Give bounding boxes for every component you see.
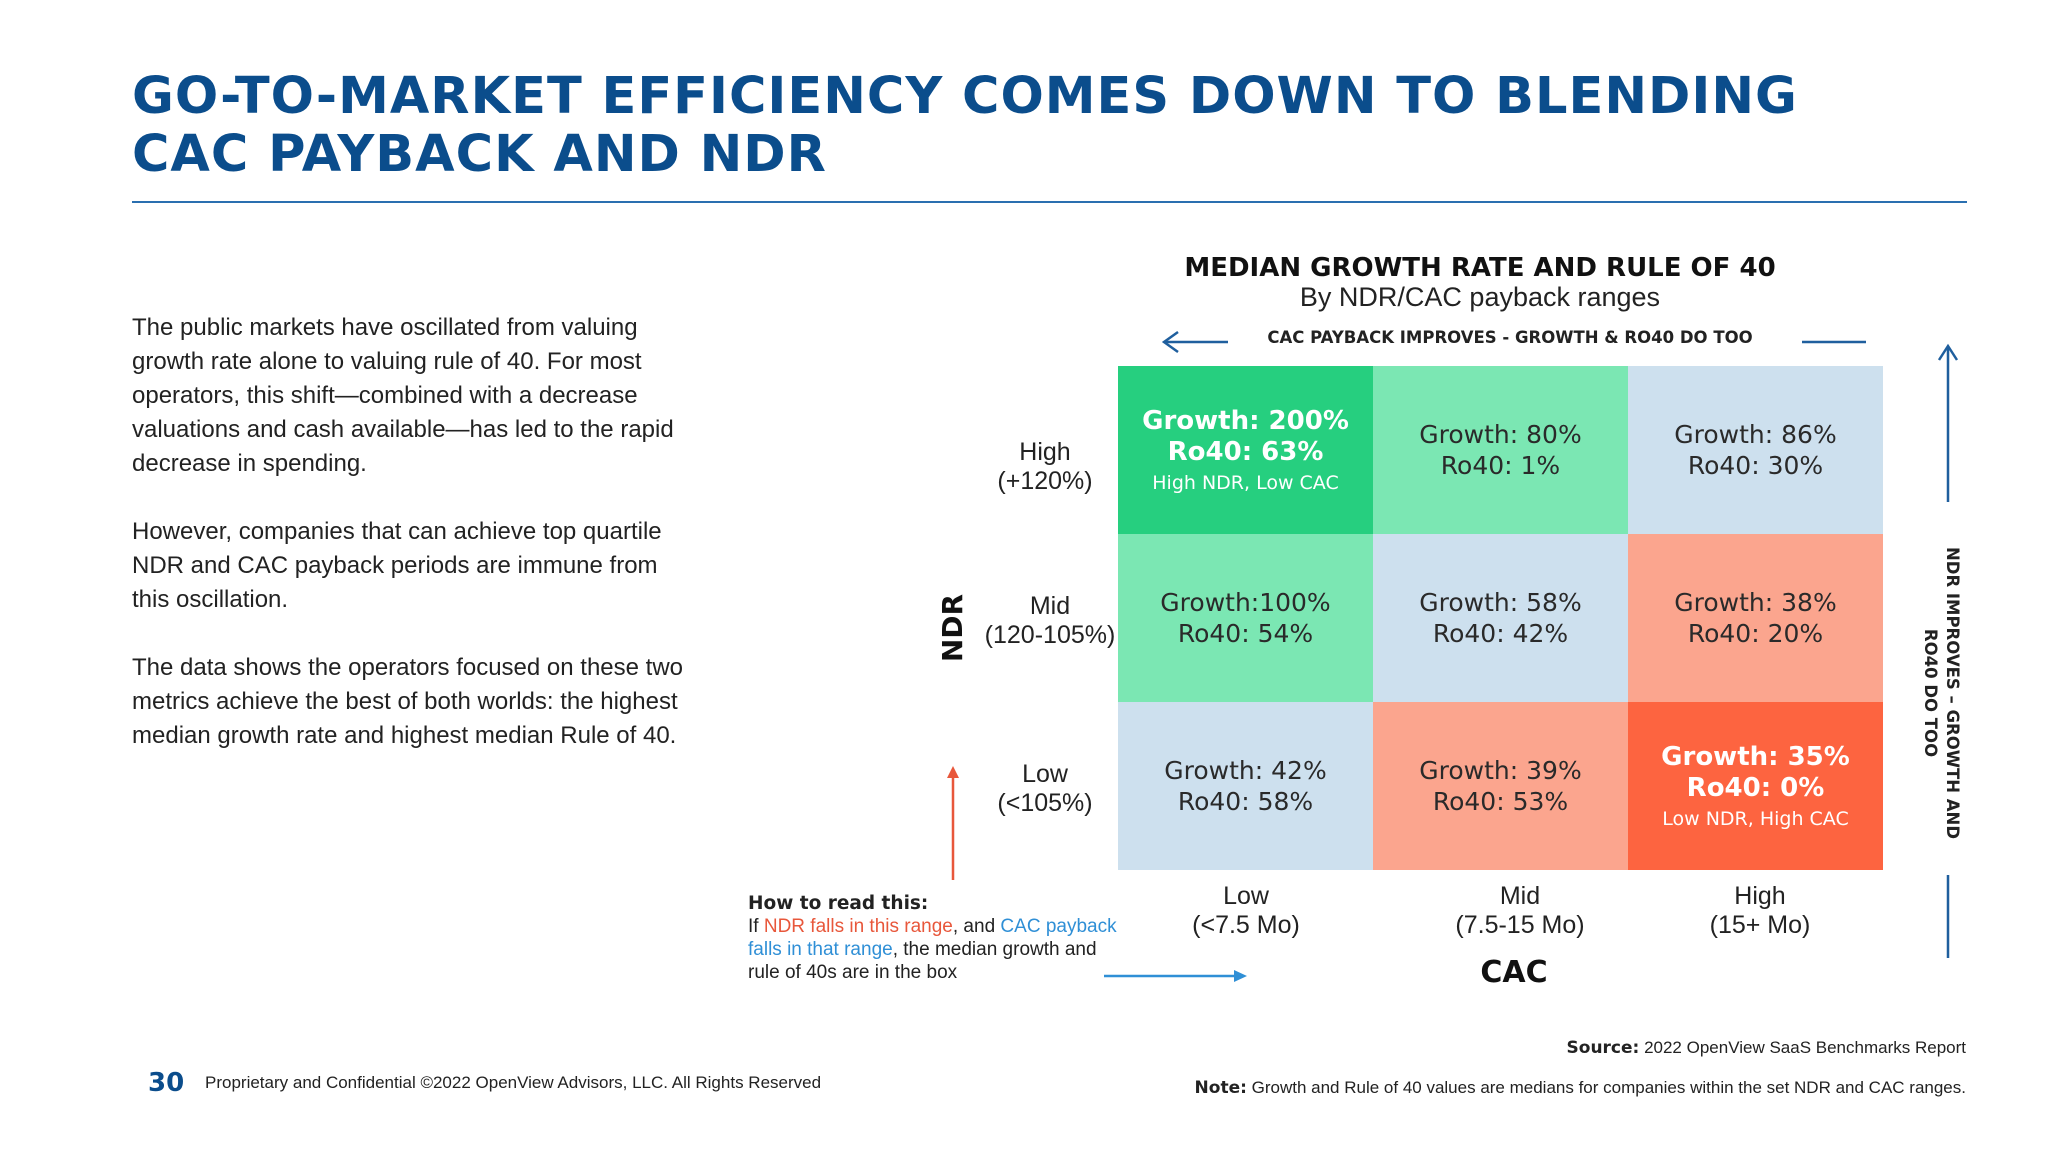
row-label-line2: (<105%) bbox=[997, 789, 1093, 817]
column-label-low: Low (<7.5 Mo) bbox=[1146, 882, 1346, 940]
title-divider bbox=[132, 201, 1967, 203]
ndr-axis-label: NDR bbox=[936, 593, 969, 663]
grid-cell-low-ndr-mid-cac: Growth: 39% Ro40: 53% bbox=[1373, 702, 1628, 870]
source-text: 2022 OpenView SaaS Benchmarks Report bbox=[1639, 1038, 1966, 1057]
cell-ro40: Ro40: 54% bbox=[1177, 619, 1314, 648]
row-label-low: Low (<105%) bbox=[975, 760, 1115, 818]
cell-growth: Growth:100% bbox=[1160, 588, 1331, 617]
note-label: Note: bbox=[1194, 1078, 1247, 1098]
how-to-read-text: If NDR falls in this range, and CAC payb… bbox=[748, 915, 1128, 984]
cell-ro40: Ro40: 1% bbox=[1440, 451, 1561, 480]
source-note: Source: 2022 OpenView SaaS Benchmarks Re… bbox=[1567, 1038, 1966, 1058]
page-title-line2: CAC PAYBACK AND NDR bbox=[132, 125, 827, 184]
grid-cell-high-ndr-mid-cac: Growth: 80% Ro40: 1% bbox=[1373, 366, 1628, 534]
footnote: Note: Growth and Rule of 40 values are m… bbox=[1195, 1078, 1966, 1098]
note-text: Growth and Rule of 40 values are medians… bbox=[1246, 1078, 1966, 1097]
grid-cell-low-ndr-high-cac: Growth: 35% Ro40: 0% Low NDR, High CAC bbox=[1628, 702, 1883, 870]
cell-note: Low NDR, High CAC bbox=[1662, 808, 1849, 830]
cell-ro40: Ro40: 30% bbox=[1687, 451, 1824, 480]
left-arrow-icon bbox=[1161, 330, 1228, 354]
grid-cell-low-ndr-low-cac: Growth: 42% Ro40: 58% bbox=[1118, 702, 1373, 870]
column-label-line1: Mid bbox=[1499, 882, 1541, 910]
cell-ro40: Ro40: 58% bbox=[1177, 787, 1314, 816]
chart-subtitle: By NDR/CAC payback ranges bbox=[1299, 282, 1661, 312]
grid-cell-high-ndr-high-cac: Growth: 86% Ro40: 30% bbox=[1628, 366, 1883, 534]
cell-ro40: Ro40: 20% bbox=[1687, 619, 1824, 648]
how-to-read-title: How to read this: bbox=[748, 893, 929, 914]
row-label-line1: High bbox=[1019, 438, 1071, 466]
body-paragraph-2: However, companies that can achieve top … bbox=[132, 518, 662, 613]
blue-right-arrow-icon bbox=[1104, 970, 1247, 982]
body-paragraph-1: The public markets have oscillated from … bbox=[132, 314, 674, 477]
grid-cell-high-ndr-low-cac: Growth: 200% Ro40: 63% High NDR, Low CAC bbox=[1118, 366, 1373, 534]
grid-cell-mid-ndr-high-cac: Growth: 38% Ro40: 20% bbox=[1628, 534, 1883, 702]
cell-growth: Growth: 86% bbox=[1674, 420, 1837, 449]
cell-ro40: Ro40: 0% bbox=[1686, 773, 1825, 803]
how-to-read-box: How to read this: If NDR falls in this r… bbox=[748, 892, 1128, 984]
cell-growth: Growth: 35% bbox=[1661, 742, 1850, 772]
source-label: Source: bbox=[1566, 1038, 1640, 1058]
cell-ro40: Ro40: 53% bbox=[1432, 787, 1569, 816]
page-title: GO-TO-MARKET EFFICIENCY COMES DOWN TO BL… bbox=[132, 68, 1932, 184]
red-up-arrow-icon bbox=[947, 766, 959, 880]
column-label-line2: (15+ Mo) bbox=[1709, 911, 1811, 939]
cell-growth: Growth: 39% bbox=[1419, 756, 1582, 785]
column-label-high: High (15+ Mo) bbox=[1660, 882, 1860, 940]
grid-cell-mid-ndr-low-cac: Growth:100% Ro40: 54% bbox=[1118, 534, 1373, 702]
how-to-read-text-part: , and bbox=[952, 916, 1001, 937]
cell-ro40: Ro40: 63% bbox=[1167, 437, 1324, 467]
column-label-line1: High bbox=[1734, 882, 1786, 910]
ndr-direction-note: NDR IMPROVES – GROWTH AND RO40 DO TOO bbox=[1921, 546, 1962, 840]
row-label-line1: Low bbox=[1022, 760, 1068, 788]
up-arrow-icon bbox=[1937, 343, 1959, 502]
how-to-read-cac-text: CAC payback falls in that range bbox=[748, 916, 1117, 960]
row-label-mid: Mid (120-105%) bbox=[975, 592, 1125, 650]
how-to-read-text-part: If bbox=[748, 916, 764, 937]
body-paragraph-3: The data shows the operators focused on … bbox=[132, 654, 684, 749]
page-title-line1: GO-TO-MARKET EFFICIENCY COMES DOWN TO BL… bbox=[132, 67, 1798, 126]
how-to-read-text-part: , the median growth and rule of 40s are … bbox=[748, 939, 1097, 983]
row-label-line1: Mid bbox=[1029, 592, 1071, 620]
column-label-line2: (7.5-15 Mo) bbox=[1455, 911, 1585, 939]
row-label-line2: (+120%) bbox=[997, 467, 1093, 495]
cell-ro40: Ro40: 42% bbox=[1432, 619, 1569, 648]
cell-note: High NDR, Low CAC bbox=[1152, 472, 1339, 494]
column-label-mid: Mid (7.5-15 Mo) bbox=[1420, 882, 1620, 940]
chart-title: MEDIAN GROWTH RATE AND RULE OF 40 bbox=[1184, 253, 1776, 283]
cell-growth: Growth: 38% bbox=[1674, 588, 1837, 617]
row-label-high: High (+120%) bbox=[975, 438, 1115, 496]
grid-cell-mid-ndr-mid-cac: Growth: 58% Ro40: 42% bbox=[1373, 534, 1628, 702]
cac-direction-note: CAC PAYBACK IMPROVES - GROWTH & RO40 DO … bbox=[1267, 328, 1753, 347]
cell-growth: Growth: 200% bbox=[1142, 406, 1349, 436]
column-label-line1: Low bbox=[1223, 882, 1269, 910]
cell-growth: Growth: 42% bbox=[1164, 756, 1327, 785]
cac-axis-label: CAC bbox=[1480, 955, 1548, 990]
footer-confidential: Proprietary and Confidential ©2022 OpenV… bbox=[205, 1073, 822, 1092]
cell-growth: Growth: 58% bbox=[1419, 588, 1582, 617]
row-label-line2: (120-105%) bbox=[984, 621, 1116, 649]
how-to-read-ndr-text: NDR falls in this range bbox=[763, 916, 953, 937]
page-number: 30 bbox=[148, 1068, 185, 1098]
column-label-line2: (<7.5 Mo) bbox=[1192, 911, 1300, 939]
cell-growth: Growth: 80% bbox=[1419, 420, 1582, 449]
